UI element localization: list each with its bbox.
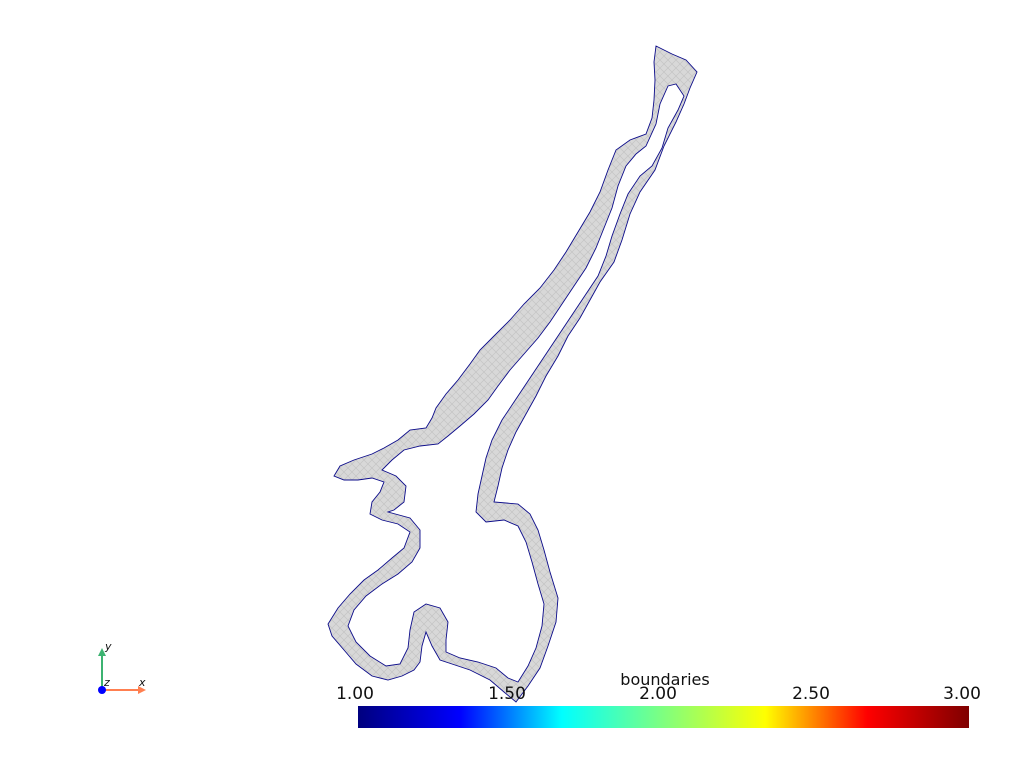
scalar-bar-tick-label: 1.00 bbox=[336, 684, 374, 704]
scalar-bar-tick-label: 3.00 bbox=[943, 684, 981, 704]
scalar-bar-tick-label: 2.00 bbox=[639, 684, 677, 704]
x-axis-arrowhead bbox=[138, 686, 146, 694]
scalar-bar-title: boundaries bbox=[620, 670, 710, 689]
scalar-bar-gradient[interactable] bbox=[358, 706, 969, 728]
y-axis-arrowhead bbox=[98, 648, 106, 656]
lake-mesh-ring bbox=[327, 45, 698, 703]
z-axis-dot bbox=[98, 686, 106, 694]
scalar-bar-tick-label: 1.50 bbox=[488, 684, 526, 704]
z-axis-label: z bbox=[104, 676, 110, 689]
y-axis-label: y bbox=[105, 640, 112, 653]
orientation-axes-widget bbox=[98, 648, 146, 694]
x-axis-label: x bbox=[139, 676, 146, 689]
scalar-bar-tick-label: 2.50 bbox=[792, 684, 830, 704]
